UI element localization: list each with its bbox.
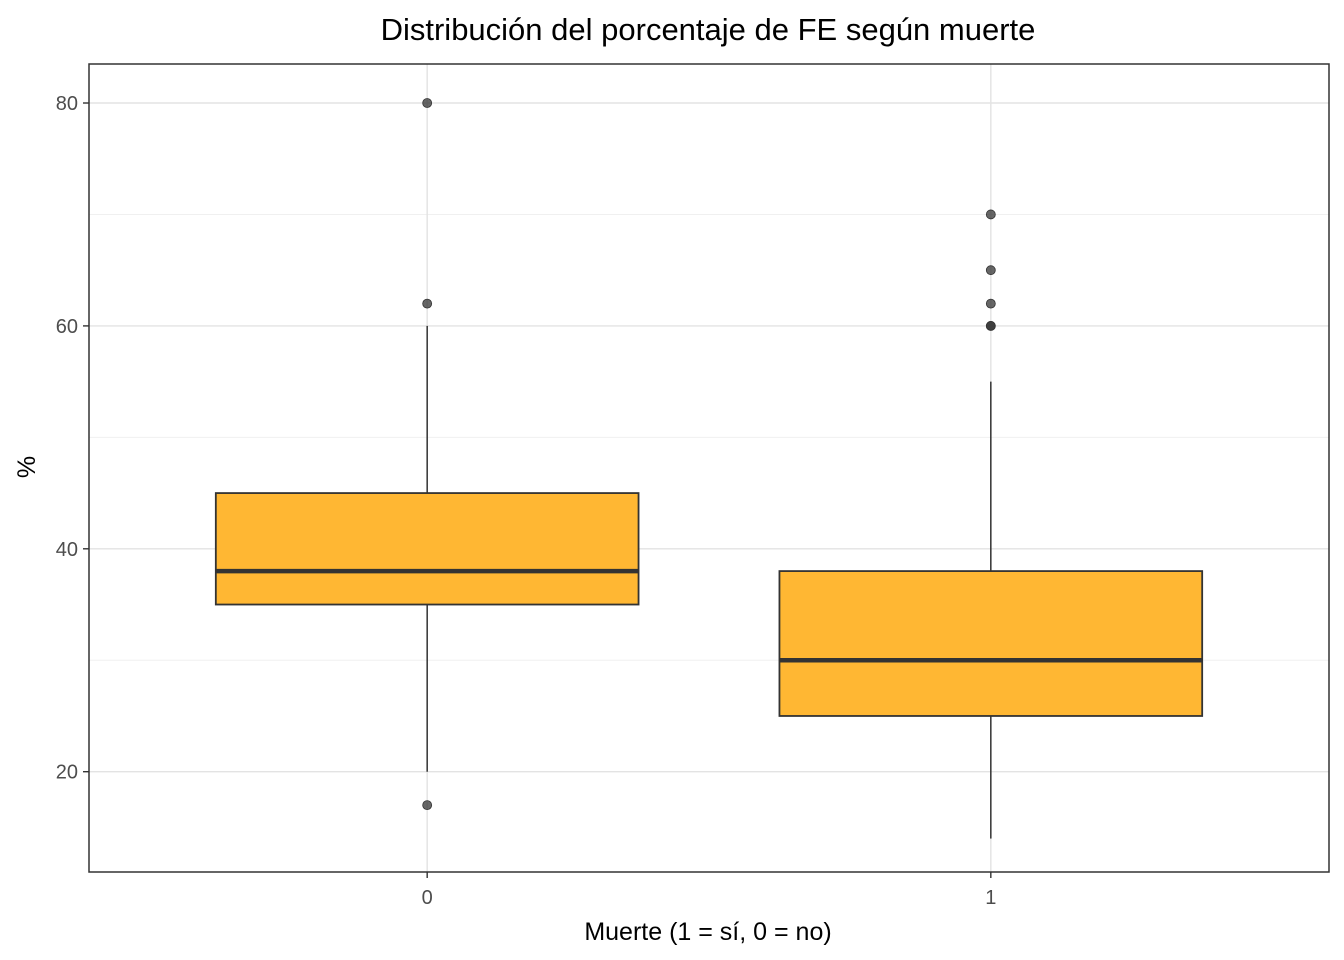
box-0 (214, 98, 640, 811)
box-iqr (778, 570, 1204, 717)
x-tick-label: 1 (985, 887, 996, 909)
outlier-point (422, 298, 433, 309)
axis-ticks: 20 40 60 80 0 1 (56, 93, 997, 909)
y-axis-title: % (13, 456, 41, 478)
boxes (214, 98, 1204, 839)
y-tick-label: 40 (56, 539, 78, 561)
x-axis-title: Muerte (1 = sí, 0 = no) (584, 918, 831, 946)
plot-panel-border (88, 63, 1330, 873)
box-1 (778, 209, 1204, 839)
y-tick-label: 80 (56, 93, 78, 115)
outlier-point (422, 98, 433, 108)
y-tick-label: 20 (56, 762, 78, 784)
outlier-point (985, 265, 996, 276)
y-tick-label: 60 (56, 316, 78, 338)
outlier-point (985, 298, 996, 309)
chart-title: Distribución del porcentaje de FE según … (381, 12, 1036, 47)
outlier-point (985, 209, 996, 220)
grid (89, 64, 1329, 872)
box-iqr (214, 492, 640, 606)
outlier-point (422, 800, 433, 811)
x-tick-label: 0 (422, 887, 433, 909)
outlier-point (985, 321, 996, 331)
